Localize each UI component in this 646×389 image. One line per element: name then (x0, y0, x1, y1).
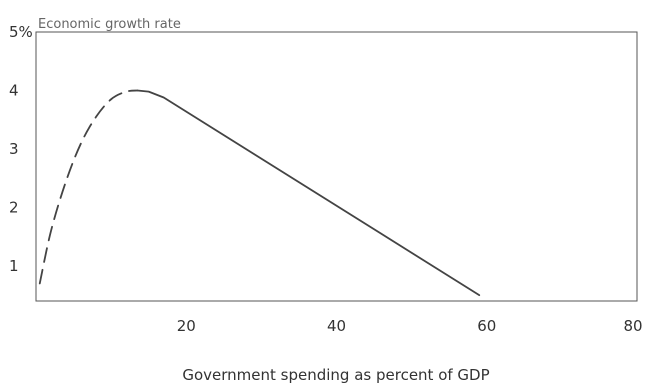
series-line-dashed (38, 89, 139, 285)
y-axis-label: Economic growth rate (38, 17, 181, 32)
x-axis-label: Government spending as percent of GDP (182, 366, 489, 384)
series-line-solid (136, 89, 481, 297)
plot-frame (35, 31, 638, 302)
x-tick-label: 20 (177, 317, 196, 335)
y-tick-label: 2 (9, 198, 19, 216)
y-tick-label: 5% (9, 23, 33, 41)
series-layer (38, 89, 481, 297)
x-tick-labels: 20 40 60 80 (177, 317, 643, 335)
y-tick-labels: 1 2 3 4 5% (9, 23, 33, 275)
y-tick-label: 3 (9, 140, 19, 158)
x-tick-label: 60 (477, 317, 496, 335)
y-tick-label: 4 (9, 81, 19, 99)
x-tick-label: 40 (327, 317, 346, 335)
x-tick-label: 80 (623, 317, 642, 335)
y-tick-label: 1 (9, 257, 19, 275)
